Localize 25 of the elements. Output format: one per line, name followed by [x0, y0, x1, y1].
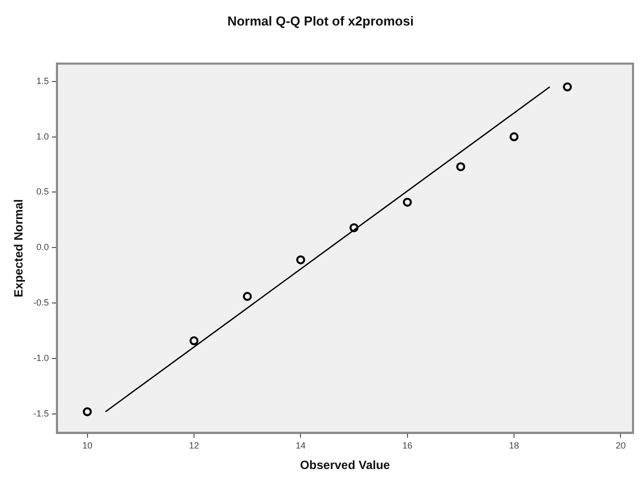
x-tick-label: 14	[296, 440, 306, 451]
y-tick-label: -1.0	[33, 353, 49, 363]
point	[242, 292, 252, 301]
chart-title: Normal Q-Q Plot of x2promosi	[227, 13, 414, 28]
x-tick-label: 16	[402, 440, 412, 451]
y-tick-label: 1.5	[36, 76, 49, 86]
point	[562, 82, 572, 92]
point	[402, 198, 412, 207]
point	[456, 162, 466, 172]
x-tick-label: 18	[509, 440, 520, 451]
point	[510, 132, 519, 142]
y-tick-label: 0.0	[36, 242, 49, 252]
x-tick-label: 20	[616, 440, 626, 451]
x-tick-label: 10	[82, 440, 92, 451]
point	[350, 223, 359, 232]
x-tick-label: 12	[188, 440, 200, 451]
y-tick-label: -0.5	[33, 298, 49, 308]
y-tick-label: -1.5	[33, 408, 49, 418]
point	[82, 407, 92, 416]
y-axis-title: Expected Normal	[12, 199, 26, 298]
y-tick-label: 1.0	[36, 131, 49, 142]
x-axis-title: Observed Value	[300, 458, 390, 472]
point	[296, 255, 306, 264]
point	[189, 336, 198, 346]
y-tick-label: 0.5	[36, 186, 49, 197]
